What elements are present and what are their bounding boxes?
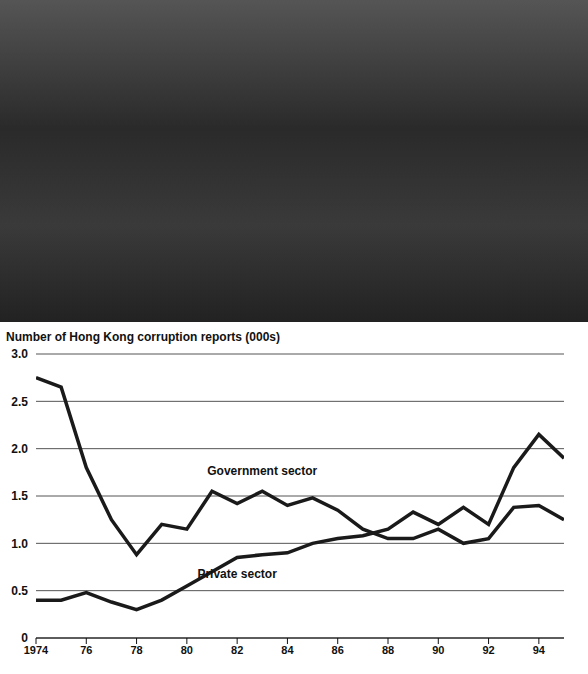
svg-text:1.0: 1.0 [11,537,28,551]
html-text:Number of Hong Kong corruption: Number of Hong Kong corruption reports (… [6,330,280,344]
svg-text:1974: 1974 [24,644,49,656]
svg-text:92: 92 [482,644,494,656]
svg-text:82: 82 [231,644,243,656]
svg-text:Government sector: Government sector [207,464,317,478]
svg-text:Private sector: Private sector [197,567,277,581]
svg-text:80: 80 [181,644,193,656]
svg-text:3.0: 3.0 [11,347,28,361]
svg-text:78: 78 [130,644,142,656]
svg-text:2.0: 2.0 [11,442,28,456]
svg-text:86: 86 [332,644,344,656]
svg-text:90: 90 [432,644,444,656]
svg-text:0.5: 0.5 [11,584,28,598]
svg-text:0: 0 [21,631,28,645]
svg-text:84: 84 [281,644,294,656]
svg-text:94: 94 [533,644,546,656]
svg-text:1.5: 1.5 [11,489,28,503]
svg-text:76: 76 [80,644,92,656]
svg-text:2.5: 2.5 [11,395,28,409]
svg-text:88: 88 [382,644,394,656]
